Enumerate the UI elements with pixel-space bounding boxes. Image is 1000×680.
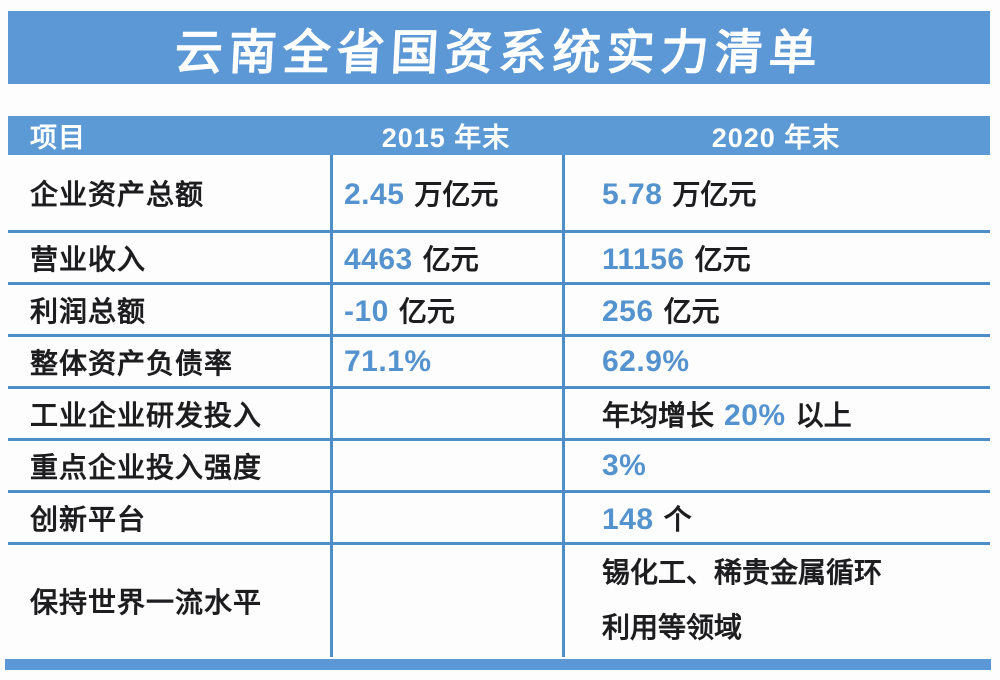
table-row: 创新平台 148 个 <box>8 493 990 545</box>
cell-2015: 4463 亿元 <box>330 238 562 278</box>
value-number: -10 <box>344 294 389 328</box>
column-header-item: 项目 <box>30 123 86 153</box>
row-label: 工业企业研发投入 <box>30 399 263 431</box>
value-unit: 万亿元 <box>672 178 757 210</box>
data-table: 项目 2015 年末 2020 年末 企业资产总额 2.45 万亿元 5.78 万亿… <box>8 116 990 657</box>
value-number: 20% <box>724 398 786 432</box>
table-header-row: 项目 2015 年末 2020 年末 <box>8 116 990 155</box>
value-number: 62.9% <box>602 344 690 378</box>
cell-2015: 71.1% <box>330 345 562 379</box>
cell-2015: -10 亿元 <box>330 290 562 330</box>
value-unit: 万亿元 <box>414 178 499 210</box>
value-number: 4463 <box>344 242 413 276</box>
row-label: 保持世界一流水平 <box>30 587 263 618</box>
footer-bar <box>5 659 991 670</box>
table-row: 保持世界一流水平 锡化工、稀贵金属循环利用等领域 <box>8 545 990 657</box>
row-label: 重点企业投入强度 <box>30 451 263 483</box>
value-number: 3% <box>602 448 647 482</box>
column-divider <box>562 155 565 657</box>
value-number: 2.45 <box>344 177 405 211</box>
cell-2020: 5.78 万亿元 <box>562 173 990 213</box>
value-text: 锡化工、稀贵金属循环利用等领域 <box>602 557 883 643</box>
table-row: 重点企业投入强度 3% <box>8 441 990 493</box>
cell-2020: 256 亿元 <box>562 290 990 330</box>
row-label: 企业资产总额 <box>30 178 205 210</box>
page-title: 云南全省国资系统实力清单 <box>173 26 825 80</box>
row-label: 创新平台 <box>30 503 147 535</box>
row-label: 营业收入 <box>30 243 147 275</box>
table-row: 利润总额 -10 亿元 256 亿元 <box>8 285 990 337</box>
value-number: 148 <box>602 502 654 536</box>
value-unit: 亿元 <box>694 243 751 275</box>
row-label: 利润总额 <box>30 295 147 327</box>
value-unit: 以上 <box>795 399 852 431</box>
value-number: 256 <box>602 294 654 328</box>
value-number: 11156 <box>602 242 685 276</box>
value-unit: 个 <box>663 503 692 535</box>
column-header-2020: 2020 年末 <box>711 123 841 153</box>
cell-2020: 3% <box>562 449 990 483</box>
cell-2020: 148 个 <box>562 498 990 538</box>
table-row: 整体资产负债率 71.1% 62.9% <box>8 337 990 389</box>
value-unit: 亿元 <box>422 243 479 275</box>
value-prefix: 年均增长 <box>602 399 715 431</box>
cell-2020: 年均增长 20% 以上 <box>562 394 990 434</box>
table-row: 企业资产总额 2.45 万亿元 5.78 万亿元 <box>8 155 990 233</box>
cell-2020: 62.9% <box>562 345 990 379</box>
table-row: 工业企业研发投入 年均增长 20% 以上 <box>8 389 990 441</box>
table-row: 营业收入 4463 亿元 11156 亿元 <box>8 233 990 285</box>
row-label: 整体资产负债率 <box>30 347 234 379</box>
column-header-2015: 2015 年末 <box>381 123 511 153</box>
column-divider <box>330 155 333 657</box>
value-number: 71.1% <box>344 344 432 378</box>
cell-2015: 2.45 万亿元 <box>330 173 562 213</box>
cell-2020: 11156 亿元 <box>562 238 990 278</box>
value-unit: 亿元 <box>398 295 455 327</box>
value-unit: 亿元 <box>663 295 720 327</box>
title-banner: 云南全省国资系统实力清单 <box>8 11 990 84</box>
cell-2020: 锡化工、稀贵金属循环利用等领域 <box>562 546 990 655</box>
value-number: 5.78 <box>602 177 663 211</box>
